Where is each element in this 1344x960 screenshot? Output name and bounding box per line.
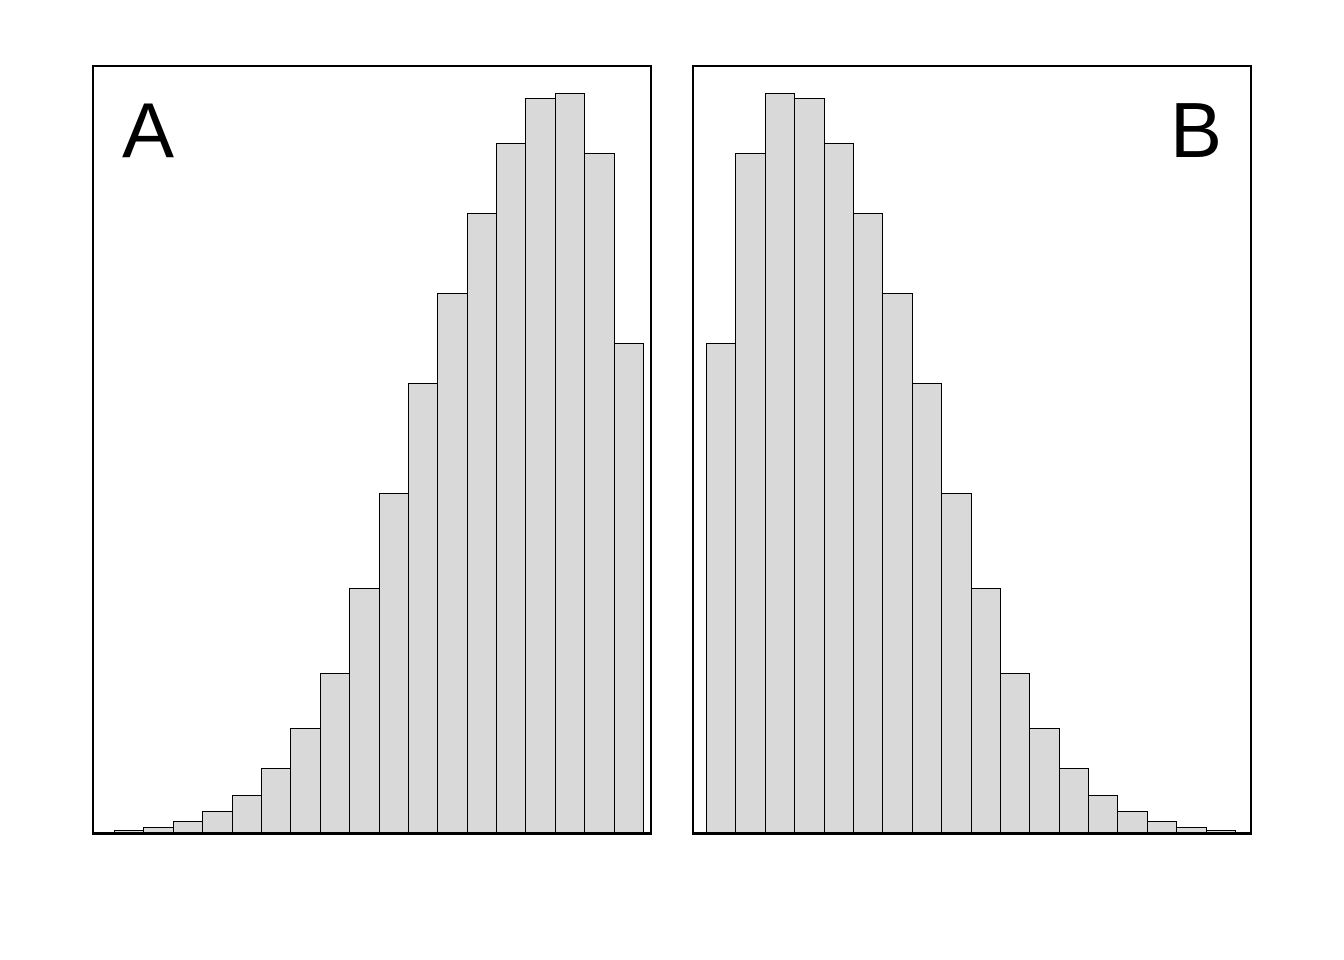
histogram-bar [1059,768,1089,833]
histogram-bar [584,153,614,833]
histogram-bar [467,213,497,833]
histogram-bar [941,493,971,833]
histogram-bar [1088,795,1118,833]
histogram-bar [1117,811,1147,833]
histogram-bar [765,93,795,833]
histogram-bar [525,98,555,833]
histogram-bar [290,728,320,833]
histogram-bar [555,93,585,833]
histogram-bar [408,383,438,833]
histogram-bar [1000,673,1030,833]
histogram-b [706,93,1236,833]
panels-container: A B [0,0,1344,960]
panel-b: B [692,65,1252,835]
histogram-bar [706,343,736,833]
histogram-bar [882,293,912,833]
histogram-a [114,93,644,833]
panel-a: A [92,65,652,835]
histogram-bar [794,98,824,833]
histogram-bar [349,588,379,833]
baseline-b [694,832,1250,833]
histogram-bar [912,383,942,833]
histogram-bar [1029,728,1059,833]
histogram-bar [971,588,1001,833]
histogram-bar [261,768,291,833]
histogram-bar [735,153,765,833]
histogram-bar [496,143,526,833]
histogram-bar [202,811,232,833]
histogram-bar [320,673,350,833]
histogram-bar [232,795,262,833]
histogram-bar [824,143,854,833]
histogram-bar [614,343,644,833]
histogram-bar [379,493,409,833]
baseline-a [94,832,650,833]
histogram-bar [853,213,883,833]
histogram-bar [437,293,467,833]
